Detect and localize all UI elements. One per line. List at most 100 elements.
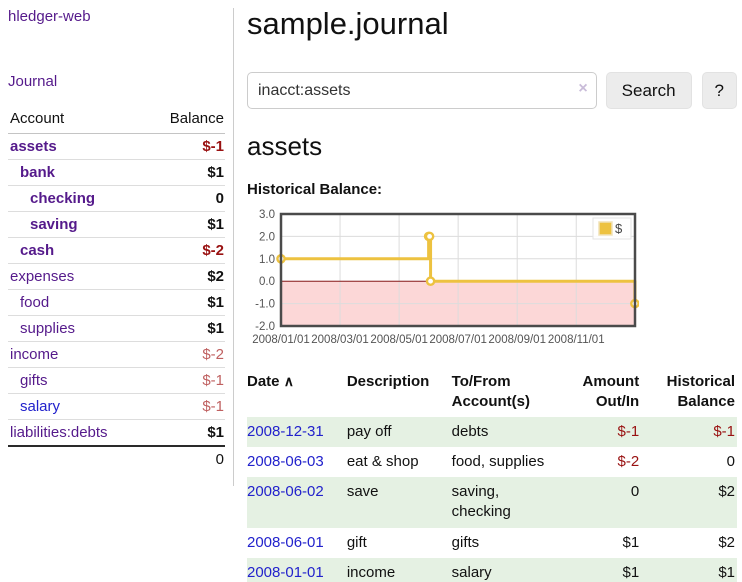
app-title-link[interactable]: hledger-web	[8, 8, 91, 25]
register-row: 2008-06-02 save saving, checking 0 $2	[247, 477, 737, 528]
account-name-cell: liabilities:debts	[8, 420, 146, 447]
account-balance: $1	[207, 424, 224, 441]
journal-link[interactable]: Journal	[8, 73, 58, 90]
spacer	[8, 445, 146, 472]
account-link[interactable]: food	[20, 294, 50, 311]
account-row: food $1	[8, 289, 225, 316]
account-balance: $-2	[145, 237, 225, 264]
transaction-accounts: saving, checking	[451, 477, 561, 528]
svg-text:-2.0: -2.0	[255, 321, 275, 333]
account-row: cash $-2	[8, 237, 225, 264]
accounts-total-value: 0	[145, 445, 225, 472]
account-name-cell: checking	[8, 185, 146, 212]
account-balance: $1	[145, 315, 225, 342]
svg-text:0.0: 0.0	[259, 276, 275, 288]
transaction-amount: $1	[560, 557, 642, 582]
help-button[interactable]: ?	[701, 72, 737, 109]
register-table: Date ∧ Description To/From Account(s) Am…	[247, 368, 737, 582]
app-title: hledger-web	[8, 8, 225, 26]
account-heading: assets	[247, 131, 323, 161]
account-link[interactable]: supplies	[20, 320, 76, 337]
accounts-header-balance: Balance	[145, 107, 225, 134]
page-title: sample.journal	[247, 6, 449, 41]
transaction-balance: 0	[726, 452, 735, 470]
svg-text:2008/01/01: 2008/01/01	[252, 334, 310, 346]
transaction-date-link[interactable]: 2008-06-02	[247, 483, 324, 500]
account-balance: $1	[145, 159, 225, 186]
transaction-description: gift	[346, 533, 367, 551]
transaction-accounts: gifts	[451, 533, 480, 551]
transaction-accounts: food, supplies	[451, 452, 545, 470]
svg-text:2008/11/01: 2008/11/01	[548, 334, 605, 346]
account-name-cell: food	[8, 289, 146, 316]
transaction-date-link[interactable]: 2008-01-01	[247, 563, 324, 581]
account-balance: $-2	[145, 341, 225, 368]
account-balance: $-1	[145, 133, 225, 160]
account-balance: $1	[145, 211, 225, 238]
account-link[interactable]: assets	[10, 138, 57, 155]
accounts-header-account: Account	[8, 107, 146, 134]
register-header-balance: Historical Balance	[666, 373, 735, 411]
register-header-date[interactable]: Date ∧	[247, 368, 347, 417]
transaction-date-cell: 2008-06-02	[247, 477, 347, 528]
search-input[interactable]	[247, 72, 597, 109]
account-link[interactable]: gifts	[20, 372, 48, 389]
svg-text:-1.0: -1.0	[255, 299, 275, 311]
date-header-label: Date	[247, 373, 280, 390]
transaction-accounts: debts	[451, 416, 561, 447]
svg-text:1.0: 1.0	[259, 254, 275, 266]
register-row: 2008-01-01 income salary $1 $1	[247, 557, 737, 582]
account-link[interactable]: salary	[20, 398, 61, 415]
account-link[interactable]: checking	[30, 190, 96, 207]
account-row: gifts $-1	[8, 367, 225, 394]
clear-search-icon[interactable]: ×	[578, 80, 588, 97]
account-row: checking 0	[8, 185, 225, 212]
account-name-cell: salary	[8, 393, 146, 420]
main-content: sample.journal × Search ? assets Histori…	[247, 6, 737, 582]
transaction-date-link[interactable]: 2008-06-03	[247, 452, 324, 470]
transaction-amount: $1	[622, 533, 640, 551]
account-name-cell: supplies	[8, 315, 146, 342]
account-name-cell: gifts	[8, 367, 146, 394]
sort-ascending-icon: ∧	[283, 373, 294, 389]
search-form: × Search ?	[247, 72, 737, 109]
register-header-description: Description	[346, 373, 430, 390]
transaction-accounts: salary	[451, 557, 561, 582]
transaction-description: pay off	[346, 416, 452, 447]
search-box: ×	[247, 72, 597, 109]
transaction-date-link[interactable]: 2008-12-31	[247, 422, 324, 440]
account-link[interactable]: cash	[20, 242, 55, 259]
accounts-header-row: Account Balance	[8, 107, 225, 134]
account-name-cell: income	[8, 341, 146, 368]
search-button[interactable]: Search	[605, 72, 692, 109]
account-row: assets $-1	[8, 133, 225, 160]
account-link[interactable]: expenses	[10, 268, 75, 285]
transaction-date-cell: 2008-01-01	[247, 557, 347, 582]
transaction-date-link[interactable]: 2008-06-01	[247, 533, 324, 551]
register-header-row: Date ∧ Description To/From Account(s) Am…	[247, 368, 737, 417]
svg-text:2.0: 2.0	[259, 231, 275, 243]
historical-balance-chart: $3.0 2.0 1.0 0.0 -1.0 -2.0 2008/01/01 2008/03/0…	[247, 206, 640, 356]
account-balance: $-1	[145, 367, 225, 394]
transaction-balance: $1	[641, 557, 737, 582]
account-name-cell: assets	[8, 133, 146, 160]
account-link[interactable]: saving	[30, 216, 78, 233]
account-name-cell: bank	[8, 159, 146, 186]
transaction-description: eat & shop	[346, 452, 419, 470]
account-row: liabilities:debts $1	[8, 420, 225, 447]
account-link[interactable]: income	[10, 346, 59, 363]
register-row: 2008-06-01 gift gifts $1 $2	[247, 528, 737, 558]
account-balance: $-1	[145, 393, 225, 420]
svg-text:2008/09/01: 2008/09/01	[488, 334, 546, 346]
account-link[interactable]: liabilities:debts	[10, 424, 108, 441]
svg-text:2008/05/01: 2008/05/01	[370, 334, 428, 346]
svg-text:2008/07/01: 2008/07/01	[429, 334, 487, 346]
transaction-balance: $2	[641, 477, 737, 528]
register-header-amount: Amount Out/In	[582, 373, 640, 411]
account-row: income $-2	[8, 341, 225, 368]
account-name-cell: saving	[8, 211, 146, 238]
accounts-total-row: 0	[8, 445, 225, 472]
transaction-amount: 0	[560, 477, 642, 528]
account-link[interactable]: bank	[20, 164, 56, 181]
